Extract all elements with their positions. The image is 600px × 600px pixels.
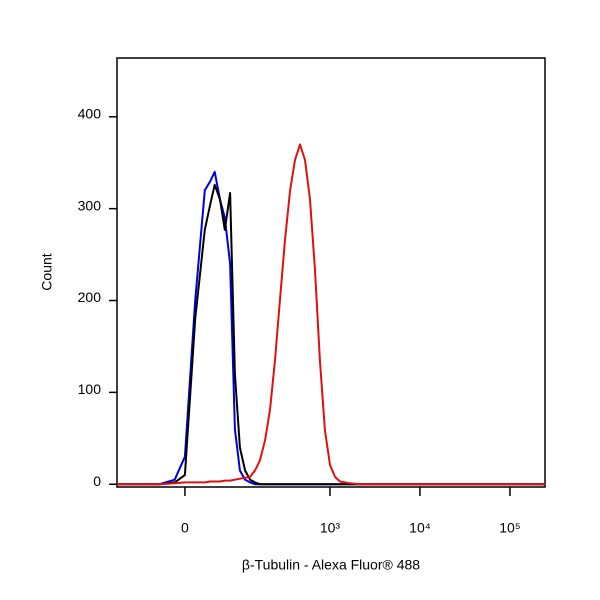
histogram-line: [117, 143, 545, 486]
y-tick-label: 0: [93, 473, 101, 489]
y-tick-label: 200: [78, 289, 102, 305]
histogram-line: [117, 170, 545, 486]
y-tick-label: 300: [78, 197, 102, 213]
x-axis-label: β-Tubulin - Alexa Fluor® 488: [242, 557, 420, 573]
histogram-line: [117, 183, 545, 486]
x-tick-label: 0: [181, 520, 189, 536]
plot-frame: [116, 57, 546, 488]
y-tick-label: 100: [78, 381, 102, 397]
x-tick-label: 10³: [320, 520, 341, 536]
y-axis-label: Count: [39, 253, 55, 290]
x-tick-label: 10⁴: [409, 520, 431, 536]
x-tick-label: 10⁵: [499, 520, 520, 536]
y-tick-label: 400: [78, 105, 102, 121]
